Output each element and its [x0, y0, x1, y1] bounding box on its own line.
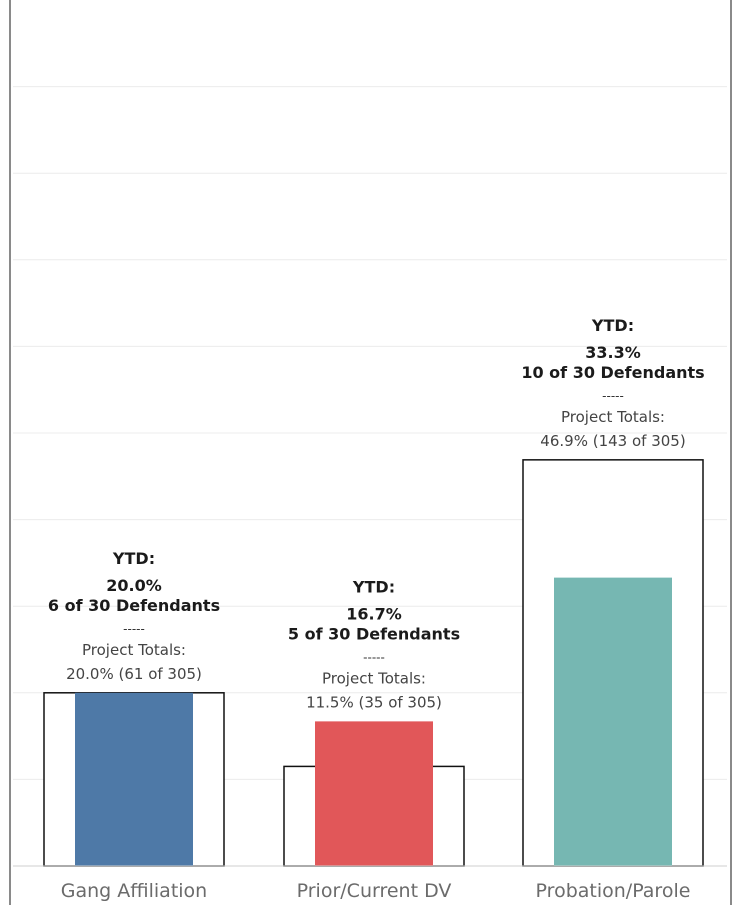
ytd-bar [315, 721, 433, 866]
ytd-heading-label: YTD: [352, 577, 395, 596]
ytd-bar [554, 577, 672, 866]
x-axis: Gang Affiliation Prior/Current DV Probatio… [13, 865, 727, 902]
bars [43, 459, 704, 867]
ytd-count-label: 6 of 30 Defendants [48, 596, 220, 615]
project-total-value-label: 20.0% (61 of 305) [66, 665, 202, 683]
separator-label: ----- [602, 389, 624, 403]
project-total-heading-label: Project Totals: [82, 641, 186, 659]
data-labels: 20.0% (61 of 305) Project Totals: ----- 6 o… [48, 316, 705, 712]
ytd-count-label: 10 of 30 Defendants [521, 363, 704, 382]
project-total-heading-label: Project Totals: [322, 669, 426, 687]
project-total-value-label: 46.9% (143 of 305) [540, 432, 685, 450]
x-tick-label: Gang Affiliation [61, 880, 207, 902]
ytd-bar [75, 692, 193, 866]
ytd-percent-label: 20.0% [106, 576, 162, 595]
separator-label: ----- [363, 650, 385, 664]
project-total-heading-label: Project Totals: [561, 408, 665, 426]
ytd-heading-label: YTD: [112, 549, 155, 568]
panel-frame [9, 0, 732, 905]
separator-label: ----- [123, 622, 145, 636]
ytd-heading-label: YTD: [591, 316, 634, 335]
project-total-value-label: 11.5% (35 of 305) [306, 693, 442, 711]
ytd-percent-label: 33.3% [585, 343, 641, 362]
ytd-count-label: 5 of 30 Defendants [288, 624, 460, 643]
x-tick-label: Prior/Current DV [297, 880, 452, 902]
x-tick-label: Probation/Parole [536, 880, 691, 902]
ytd-percent-label: 16.7% [346, 604, 402, 623]
